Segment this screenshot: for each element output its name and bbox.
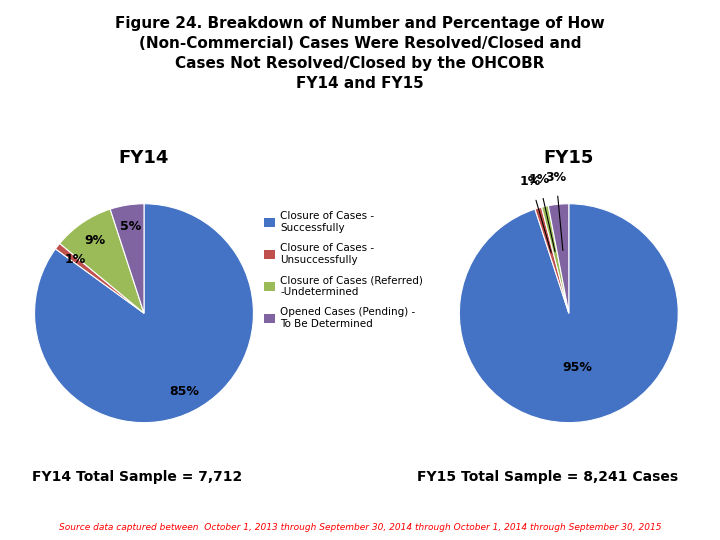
Wedge shape <box>110 204 144 313</box>
Text: 1%: 1% <box>528 173 549 186</box>
Text: FY15 Total Sample = 8,241 Cases: FY15 Total Sample = 8,241 Cases <box>417 470 678 484</box>
Text: 5%: 5% <box>120 220 141 233</box>
Title: FY14: FY14 <box>119 148 169 166</box>
Wedge shape <box>549 204 569 313</box>
Wedge shape <box>55 244 144 313</box>
Text: 95%: 95% <box>562 361 593 374</box>
Wedge shape <box>535 207 569 313</box>
Text: 1%: 1% <box>64 253 86 266</box>
Legend: Closure of Cases -
Successfully, Closure of Cases -
Unsuccessfully, Closure of C: Closure of Cases - Successfully, Closure… <box>264 211 423 329</box>
Text: FY14 Total Sample = 7,712: FY14 Total Sample = 7,712 <box>32 470 242 484</box>
Text: 85%: 85% <box>168 384 199 397</box>
Text: Figure 24. Breakdown of Number and Percentage of How
(Non-Commercial) Cases Were: Figure 24. Breakdown of Number and Perce… <box>115 16 605 91</box>
Wedge shape <box>459 204 678 423</box>
Title: FY15: FY15 <box>544 148 594 166</box>
Text: 3%: 3% <box>545 171 567 184</box>
Wedge shape <box>35 204 253 423</box>
Text: 1%: 1% <box>520 176 541 188</box>
Wedge shape <box>541 206 569 313</box>
Text: 9%: 9% <box>84 234 105 247</box>
Wedge shape <box>60 209 144 313</box>
Text: Source data captured between  October 1, 2013 through September 30, 2014 through: Source data captured between October 1, … <box>59 523 661 532</box>
